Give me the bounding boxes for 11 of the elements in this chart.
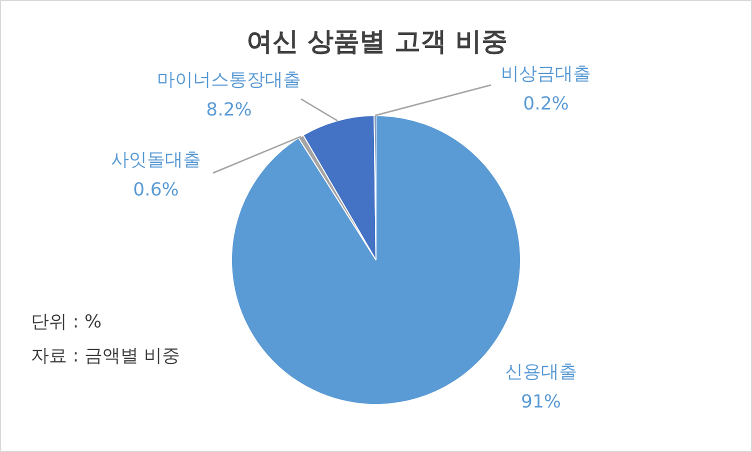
text: 자료 : 금액별 비중 bbox=[31, 346, 180, 367]
slice-label: 마이너스통장대출 bbox=[157, 70, 301, 91]
data-label: 91% bbox=[520, 392, 562, 413]
data-label: 8.2% bbox=[206, 100, 252, 121]
slice-label: 비상금대출 bbox=[501, 64, 591, 85]
text: 단위 : % bbox=[31, 312, 102, 333]
data-label: 0.6% bbox=[133, 180, 179, 201]
slice-label: 신용대출 bbox=[505, 362, 577, 383]
data-label: 0.2% bbox=[523, 94, 569, 115]
chart-title: 여신 상품별 고객 비중 bbox=[246, 26, 508, 57]
slice-label: 사잇돌대출 bbox=[111, 150, 201, 171]
